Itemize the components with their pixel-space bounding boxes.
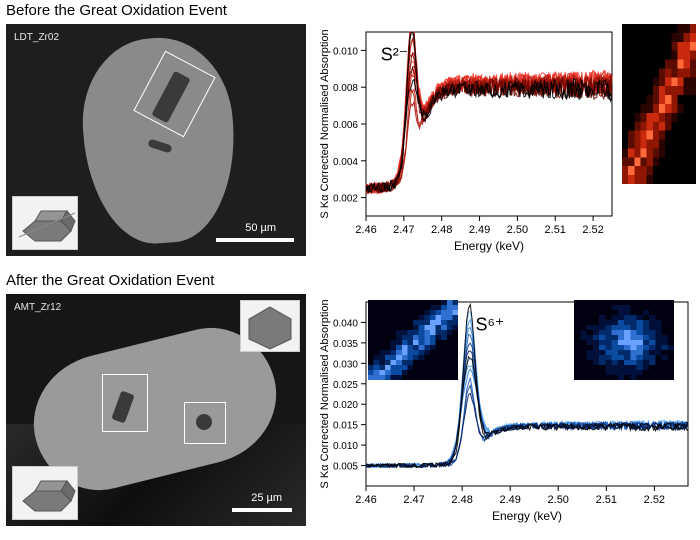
svg-text:0.005: 0.005: [333, 462, 358, 473]
svg-text:S Kα Corrected Normalised Abso: S Kα Corrected Normalised Absorption: [319, 29, 331, 218]
spectrum-chart-top: 2.46 2.47 2.48 2.49 2.50 2.51 2.52 0.002 0.004 0.…: [316, 24, 618, 256]
figure-root: Before the Great Oxidation Event LDT_Zr0…: [0, 0, 700, 540]
svg-text:2.47: 2.47: [403, 494, 424, 506]
scalebar-text-top: 50 µm: [245, 222, 276, 234]
svg-text:S⁶⁺: S⁶⁺: [475, 315, 504, 335]
scalebar-text-bottom: 25 µm: [251, 492, 282, 504]
heatmap-bottom-right: [574, 300, 674, 380]
svg-text:2.52: 2.52: [644, 494, 665, 506]
title-before-goe: Before the Great Oxidation Event: [6, 2, 227, 19]
svg-text:0.006: 0.006: [333, 120, 358, 131]
svg-text:2.52: 2.52: [582, 224, 603, 236]
svg-text:0.035: 0.035: [333, 339, 358, 350]
inset-shape-top: [12, 196, 78, 250]
svg-text:2.51: 2.51: [596, 494, 617, 506]
inset-shape-bottom-left: [12, 466, 78, 520]
svg-text:2.46: 2.46: [355, 224, 376, 236]
svg-text:S²⁻: S²⁻: [381, 45, 409, 65]
svg-text:0.015: 0.015: [333, 421, 358, 432]
svg-text:Energy (keV): Energy (keV): [492, 509, 562, 523]
svg-text:0.030: 0.030: [333, 359, 358, 370]
scalebar-line-bottom: [232, 508, 292, 512]
row-after-goe: After the Great Oxidation Event AMT_Zr12…: [0, 270, 700, 540]
svg-text:0.020: 0.020: [333, 400, 358, 411]
svg-text:S Kα Corrected Normalised Abso: S Kα Corrected Normalised Absorption: [319, 299, 331, 488]
sample-label-bottom: AMT_Zr12: [14, 302, 61, 313]
roi-box-bottom-2: [184, 402, 226, 444]
svg-text:2.50: 2.50: [507, 224, 528, 236]
svg-text:0.010: 0.010: [333, 441, 358, 452]
svg-text:2.46: 2.46: [355, 494, 376, 506]
svg-text:0.040: 0.040: [333, 318, 358, 329]
svg-text:Energy (keV): Energy (keV): [454, 239, 524, 253]
inset-shape-bottom-right: [240, 300, 300, 352]
svg-text:2.48: 2.48: [451, 494, 472, 506]
row-before-goe: Before the Great Oxidation Event LDT_Zr0…: [0, 0, 700, 270]
svg-text:2.48: 2.48: [431, 224, 452, 236]
sample-label-top: LDT_Zr02: [14, 32, 59, 43]
scalebar-line-top: [216, 238, 294, 242]
roi-box-bottom-1: [102, 374, 148, 432]
svg-text:0.004: 0.004: [333, 157, 358, 168]
svg-text:2.50: 2.50: [548, 494, 569, 506]
svg-text:2.49: 2.49: [499, 494, 520, 506]
svg-text:0.025: 0.025: [333, 380, 358, 391]
svg-text:0.008: 0.008: [333, 83, 358, 94]
svg-text:0.010: 0.010: [333, 46, 358, 57]
svg-text:2.51: 2.51: [545, 224, 566, 236]
heatmap-bottom-left: [368, 300, 458, 380]
heatmap-top: [622, 24, 696, 184]
sem-image-top: LDT_Zr02 50 µm: [6, 24, 306, 256]
sem-image-bottom: AMT_Zr12 25 µm: [6, 294, 306, 526]
svg-text:2.49: 2.49: [469, 224, 490, 236]
svg-text:2.47: 2.47: [393, 224, 414, 236]
svg-text:0.002: 0.002: [333, 194, 358, 205]
title-after-goe: After the Great Oxidation Event: [6, 272, 214, 289]
